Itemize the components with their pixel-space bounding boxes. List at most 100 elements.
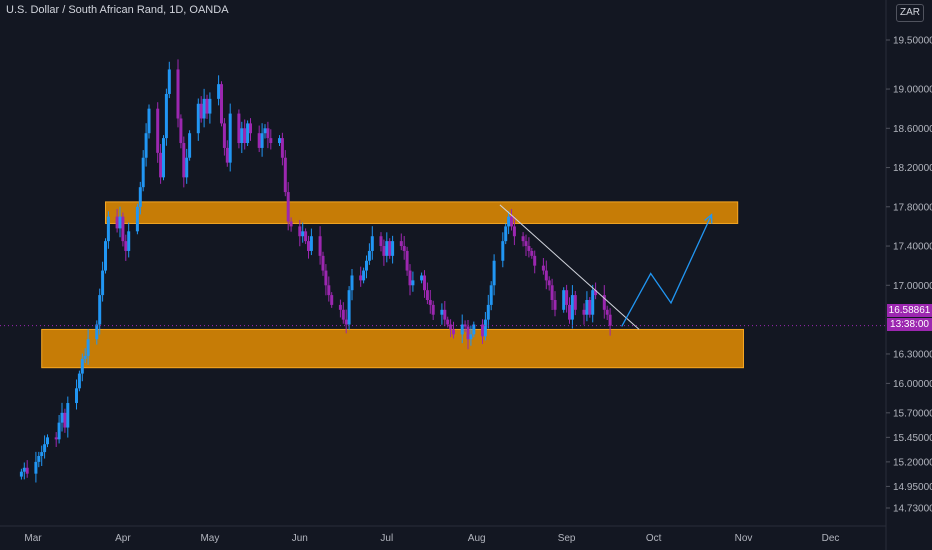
currency-button[interactable]: ZAR [896,4,924,22]
candle-body [382,246,386,256]
candle-body [25,467,29,474]
candle-body [327,285,331,296]
candle-body [399,241,403,247]
x-tick-label: Mar [24,533,42,544]
candle-body [54,437,58,440]
candle-body [309,236,313,251]
candle-body [263,128,267,134]
candle-body [527,246,531,251]
candle-body [202,98,206,119]
candle-body [460,324,464,335]
candle-body [147,108,151,134]
candle-body [138,187,142,207]
x-tick-label: May [200,533,219,544]
candle-body [278,138,281,144]
candle-body [512,226,516,237]
x-tick-label: Apr [115,533,131,544]
candle-body [324,270,328,286]
x-tick-label: Dec [822,533,840,544]
candle-body [362,270,366,281]
descending-trendline [499,204,640,330]
x-tick-label: Jun [292,533,308,544]
candle-body [570,295,574,320]
candle-body [257,133,261,148]
candle-body [463,324,467,327]
candle-body [283,157,287,193]
candle-body [260,133,264,148]
x-tick-label: Oct [646,533,662,544]
candle-body [37,456,41,462]
y-tick-label: 15.20000 [893,457,932,468]
candle-body [182,143,186,178]
candle-body [199,103,203,119]
candle-body [452,329,455,335]
time-axis[interactable]: Mar Apr May Jun Jul Aug Sep Oct Nov Dec [24,533,839,544]
candle-body [483,319,487,337]
candle-body [217,84,221,99]
candle-body [420,275,424,281]
candle-body [179,118,183,144]
candle-body [118,216,122,229]
candle-body [135,206,139,232]
candle-body [167,69,171,94]
candle-body [466,326,470,340]
y-tick-label: 17.80000 [893,202,932,213]
candle-body [359,275,363,281]
candle-body [162,138,165,178]
projection-path [621,214,713,327]
candle-body [304,231,308,242]
candle-body [501,241,505,261]
candle-body [446,319,450,325]
candle-body [185,157,189,178]
candle-body [573,295,577,310]
candle-body [249,123,252,134]
candle-body [34,461,38,474]
candle-body [286,192,290,222]
candle-body [196,103,200,134]
candle-body [428,300,432,305]
y-tick-label: 16.00000 [893,379,932,390]
y-tick-label: 15.45000 [893,433,932,444]
candle-body [246,123,250,144]
price-axis[interactable]: 19.50000 19.00000 18.60000 18.20000 17.80000… [886,36,932,515]
candle-body [541,265,545,271]
candle-body [408,270,412,286]
candle-body [127,231,131,251]
candle-body [504,226,508,242]
candle-body [582,309,586,315]
candle-body [411,280,415,286]
candle-body [240,128,244,144]
candle-body [40,452,44,456]
candle-body [605,309,609,315]
candle-body [243,128,247,144]
y-tick-label: 14.95000 [893,482,932,493]
candle-body [106,216,110,242]
candle-body [280,138,284,158]
candle-body [307,241,310,251]
candle-body [176,69,180,119]
x-tick-label: Nov [735,533,753,544]
candle-body [159,152,163,178]
candle-body [269,138,273,144]
candle-body [347,290,351,325]
candle-body [208,98,212,114]
candle-body [443,309,447,320]
candle-body [585,300,589,315]
candle-body [220,84,223,124]
candle-body [338,304,342,310]
candle-body [405,250,409,271]
candle-body [330,295,334,305]
candle-body [594,290,598,296]
candle-body [431,304,435,315]
candle-body [469,334,473,340]
candle-body [63,412,67,428]
candle-body [121,216,125,242]
candle-body [164,93,168,139]
candle-body [104,241,107,271]
x-tick-label: Sep [558,533,576,544]
candle-body [524,241,528,247]
candle-body [370,236,374,251]
y-tick-label: 14.73000 [893,504,932,515]
candle-body [547,280,551,286]
